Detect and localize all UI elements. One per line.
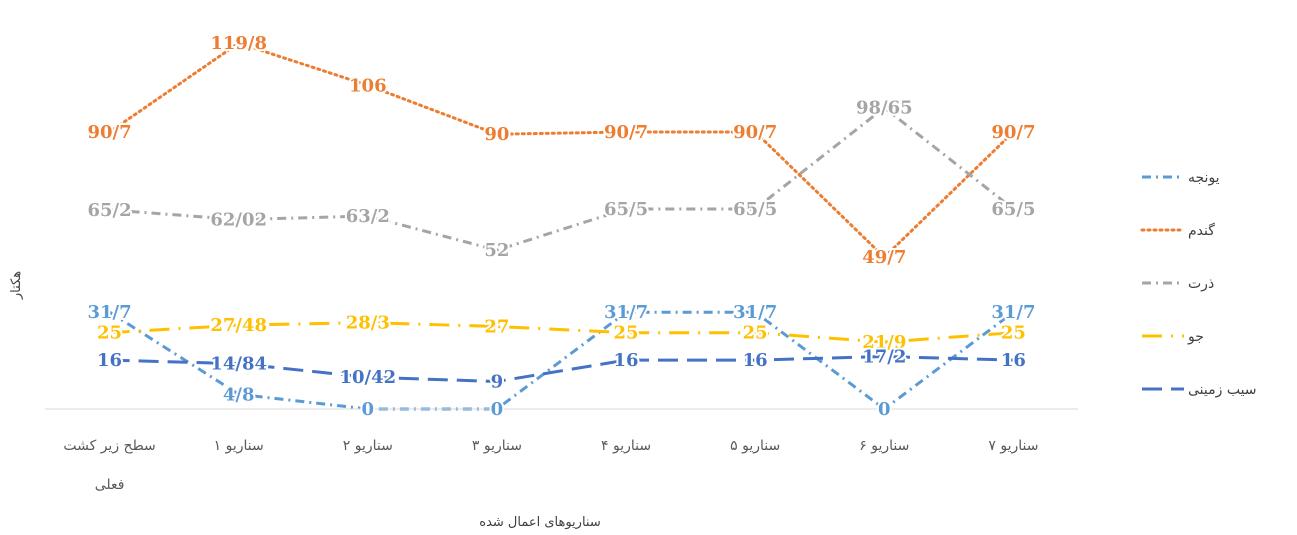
data-label: 90/7 xyxy=(991,122,1035,143)
data-label: 27/48 xyxy=(210,315,267,336)
data-label: 31/7 xyxy=(733,302,777,323)
data-label: 14/84 xyxy=(210,354,267,375)
data-label: 31/7 xyxy=(87,302,131,323)
data-label: 21/9 xyxy=(862,332,906,353)
data-label: 25 xyxy=(743,323,768,344)
data-label: 16 xyxy=(614,350,639,371)
x-axis-title: سناریوهای اعمال شده xyxy=(479,515,600,530)
x-tick-label: سناریو ۲ xyxy=(343,438,393,454)
data-label: 25 xyxy=(614,323,639,344)
data-label: 90 xyxy=(484,124,509,145)
data-label: 52 xyxy=(484,240,509,261)
data-label: 65/5 xyxy=(733,199,777,220)
data-label: 16 xyxy=(1001,350,1026,371)
data-label: 28/3 xyxy=(346,313,390,334)
data-label: 0 xyxy=(878,399,891,420)
y-axis-title: هکتار xyxy=(9,271,24,300)
data-label: 65/2 xyxy=(87,200,131,221)
data-label: 17/2 xyxy=(862,346,906,367)
x-tick-label: فعلی xyxy=(95,477,125,493)
data-label: 90/7 xyxy=(87,122,131,143)
x-tick-label: سناریو ۷ xyxy=(988,438,1038,454)
series-line xyxy=(108,310,1015,411)
data-label: 0 xyxy=(362,399,375,420)
data-label: 0 xyxy=(491,399,504,420)
data-label: 10/42 xyxy=(339,367,396,388)
series-line xyxy=(109,105,1015,252)
data-label: 63/2 xyxy=(346,206,390,227)
x-tick-label: سناریو ۱ xyxy=(214,438,264,454)
x-tick-label: سطح زیر کشت xyxy=(63,438,155,454)
data-label: 16 xyxy=(97,350,122,371)
legend-label: جو xyxy=(1187,329,1204,345)
data-label: 98/65 xyxy=(856,98,913,119)
data-label: 62/02 xyxy=(210,210,267,231)
plot-area xyxy=(108,41,1015,411)
series-line xyxy=(109,354,1014,384)
legend-label: یونجه xyxy=(1188,170,1220,186)
data-label: 90/7 xyxy=(733,122,777,143)
data-label: 16 xyxy=(743,350,768,371)
data-label: 65/5 xyxy=(604,199,648,220)
legend-label: سیب زمینی xyxy=(1188,382,1257,398)
data-labels: 31/7 4/8 0 0 31/7 31/7 0 31/7 90/7 119/8 106 90 90/7… xyxy=(85,31,1037,422)
x-tick-label: سناریو ۴ xyxy=(601,438,651,454)
data-label: 106 xyxy=(349,75,387,96)
data-label: 25 xyxy=(1001,323,1026,344)
legend-label: گندم xyxy=(1188,222,1215,239)
data-label: 90/7 xyxy=(604,122,648,143)
data-label: 119/8 xyxy=(210,33,267,54)
legend: یونجه گندم ذرت جو سیب زمینی xyxy=(1140,170,1257,398)
legend-label: ذرت xyxy=(1188,276,1214,292)
x-tick-label: سناریو ۳ xyxy=(472,438,522,454)
data-label: 27 xyxy=(484,317,509,338)
data-label: 49/7 xyxy=(862,247,906,268)
data-label: 31/7 xyxy=(991,302,1035,323)
data-label: 4/8 xyxy=(223,384,255,405)
data-label: 31/7 xyxy=(604,302,648,323)
data-label: 65/5 xyxy=(991,199,1035,220)
x-tick-label: سناریو ۶ xyxy=(859,438,909,454)
data-label: 9 xyxy=(491,372,504,393)
data-label: 25 xyxy=(97,323,122,344)
series-line xyxy=(108,41,1015,260)
series-line xyxy=(109,321,1014,344)
x-tick-label: سناریو ۵ xyxy=(730,438,780,454)
x-tick-labels: سطح زیر کشت فعلی سناریو ۱ سناریو ۲ سناریو ۳ س… xyxy=(63,438,1038,493)
